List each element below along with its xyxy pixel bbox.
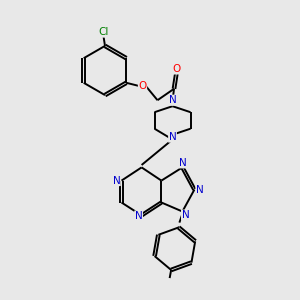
Text: O: O	[138, 81, 147, 91]
Text: N: N	[182, 210, 189, 220]
Text: N: N	[196, 184, 204, 195]
Text: Cl: Cl	[98, 27, 109, 37]
Text: N: N	[135, 211, 142, 221]
Text: N: N	[169, 132, 176, 142]
Text: N: N	[112, 176, 120, 186]
Text: O: O	[172, 64, 181, 74]
Text: N: N	[169, 95, 176, 105]
Text: N: N	[179, 158, 187, 168]
